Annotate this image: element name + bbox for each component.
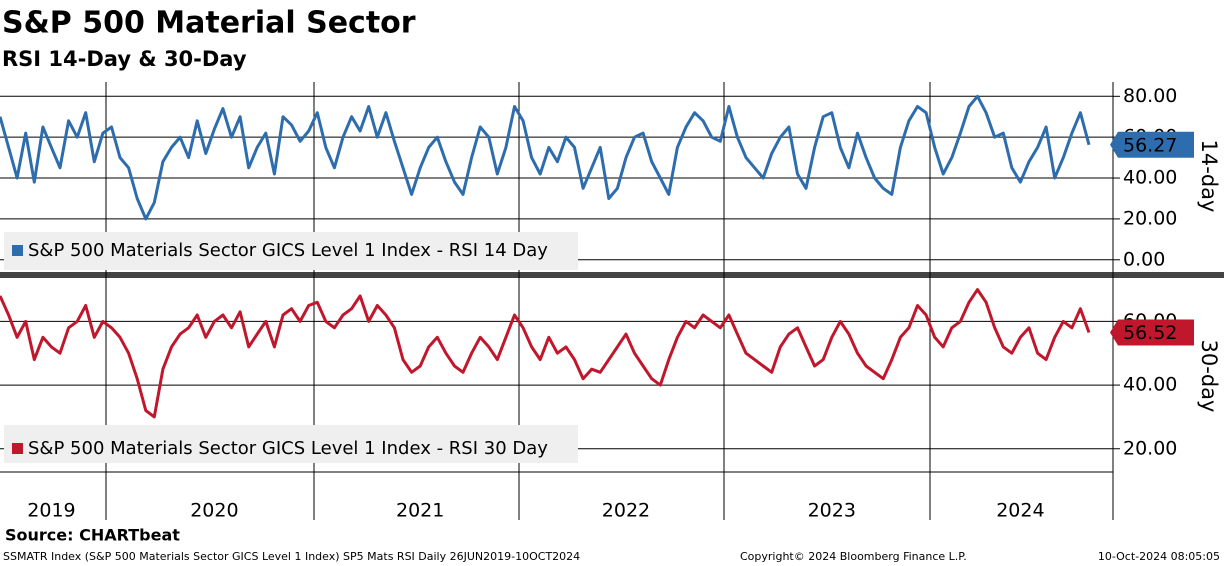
- panel-separator: [0, 272, 1224, 278]
- legend-box: [4, 232, 578, 270]
- x-tick-label: 2019: [27, 500, 75, 522]
- x-tick-label: 2021: [396, 500, 444, 522]
- y-tick-label: 40.00: [1123, 374, 1177, 396]
- x-tick-label: 2023: [808, 500, 856, 522]
- rsi-line: [0, 94, 1091, 221]
- footer-right: 10-Oct-2024 08:05:05: [1098, 550, 1220, 563]
- legend-swatch: [12, 245, 23, 256]
- last-value-tag: [1110, 131, 1194, 158]
- x-tick-label: 2020: [190, 500, 238, 522]
- y-tick-label: 80.00: [1123, 85, 1177, 107]
- x-tick-label: 2024: [996, 500, 1044, 522]
- y-axis-label: 30-day: [1197, 340, 1221, 413]
- chart-subtitle: RSI 14-Day & 30-Day: [2, 47, 247, 71]
- legend-label: S&P 500 Materials Sector GICS Level 1 In…: [28, 438, 548, 459]
- last-value-label: 56.52: [1123, 322, 1177, 344]
- y-tick-label: 20.00: [1123, 207, 1177, 229]
- y-tick-label: 40.00: [1123, 167, 1177, 189]
- last-value-tag: [1110, 319, 1194, 346]
- x-tick-label: 2022: [602, 500, 650, 522]
- y-tick-label: 20.00: [1123, 437, 1177, 459]
- source: Source: CHARTbeat: [5, 526, 180, 545]
- y-axis-label: 14-day: [1197, 140, 1221, 213]
- rsi-line: [0, 288, 1091, 419]
- chart-title: S&P 500 Material Sector: [2, 6, 416, 41]
- footer-left: SSMATR Index (S&P 500 Materials Sector G…: [3, 550, 580, 563]
- legend-label: S&P 500 Materials Sector GICS Level 1 In…: [28, 240, 548, 261]
- last-value-label: 56.27: [1123, 134, 1177, 156]
- y-tick-label: 0.00: [1123, 248, 1165, 270]
- legend-box: [4, 425, 578, 463]
- footer-center: Copyright© 2024 Bloomberg Finance L.P.: [740, 550, 967, 563]
- legend-swatch: [12, 443, 23, 454]
